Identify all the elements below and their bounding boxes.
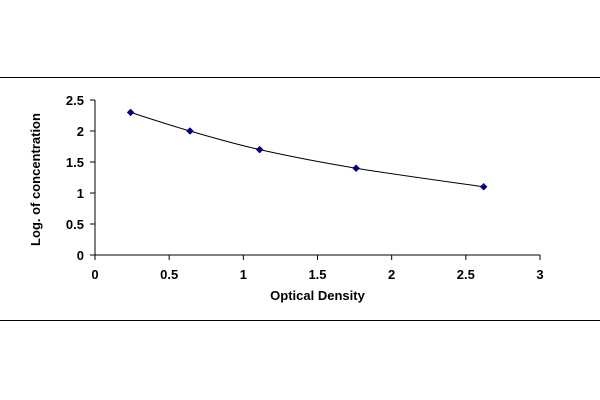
x-axis-title: Optical Density (270, 288, 365, 303)
x-tick-label: 2.5 (457, 267, 475, 282)
x-tick-label: 1 (240, 267, 247, 282)
x-tick-label: 0.5 (160, 267, 178, 282)
axes (94, 100, 540, 256)
x-tick-label: 0 (91, 267, 98, 282)
x-tick-label: 3 (536, 267, 543, 282)
y-axis-title: Log. of concentration (28, 113, 43, 246)
y-tick-label: 2 (77, 124, 84, 139)
y-tick-label: 1.5 (66, 155, 84, 170)
tick-labels: 0 0.5 1 1.5 2 2.5 3 0 0.5 1 1.5 2 2.5 (66, 93, 544, 282)
y-tick-label: 2.5 (66, 93, 84, 108)
data-point (352, 164, 360, 173)
y-tick-label: 0 (77, 248, 84, 263)
points-layer (126, 108, 488, 191)
data-point (255, 145, 264, 154)
chart-frame (0, 77, 600, 321)
data-point (479, 182, 488, 191)
y-tick-label: 0.5 (66, 217, 84, 232)
curve-layer (130, 111, 484, 188)
x-tick-label: 1.5 (308, 267, 326, 282)
fit-curve (130, 111, 484, 188)
data-point (126, 108, 135, 117)
data-point (186, 127, 194, 135)
y-tick-label: 1 (77, 186, 84, 201)
x-tick-label: 2 (388, 267, 395, 282)
ticks (90, 99, 541, 260)
